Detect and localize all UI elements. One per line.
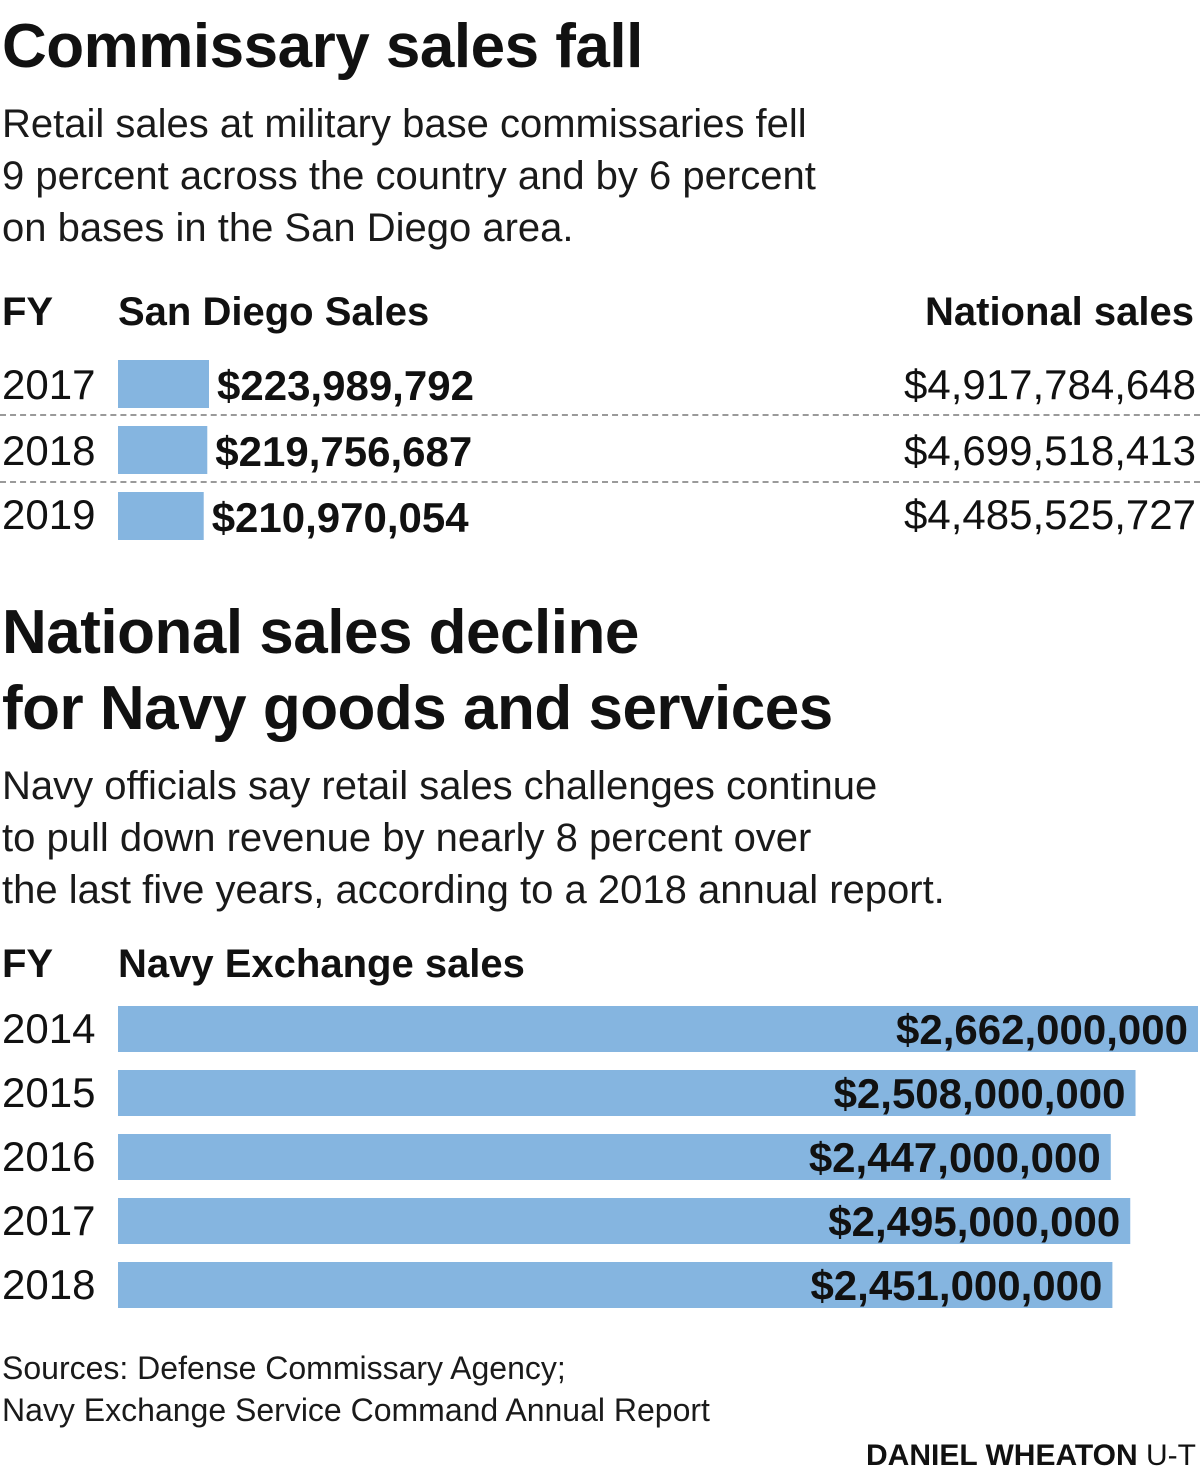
- navy-exchange-bar: [118, 1262, 1113, 1308]
- chart-1-year-label: 2017: [2, 361, 96, 408]
- chart-2-title-line-1: National sales decline: [2, 598, 639, 667]
- chart-1-fy-header: FY: [2, 290, 54, 334]
- chart-2-dek-line-3: the last five years, according to a 2018…: [2, 868, 945, 912]
- san-diego-bar: [118, 426, 208, 474]
- byline-org: U-T: [1146, 1439, 1196, 1472]
- chart-1-dek-line-2: 9 percent across the country and by 6 pe…: [2, 154, 816, 198]
- san-diego-sales-bars: $223,989,792 $219,756,687 $210,970,054: [118, 360, 474, 541]
- sources-line-2: Navy Exchange Service Command Annual Rep…: [2, 1392, 710, 1428]
- navy-exchange-bar: [118, 1198, 1131, 1244]
- chart-1-year-label: 2019: [2, 491, 96, 538]
- chart-2-dek-line-1: Navy officials say retail sales challeng…: [2, 764, 878, 808]
- navy-exchange-value-label: $2,451,000,000: [810, 1262, 1102, 1309]
- chart-1-national-value: $4,485,525,727: [904, 491, 1196, 538]
- row-divider: [0, 414, 1200, 416]
- navy-exchange-sales-bars: $2,662,000,000 $2,508,000,000 $2,447,000,0…: [118, 1006, 1198, 1309]
- chart-2-year-label: 2014: [2, 1005, 96, 1052]
- row-divider: [0, 481, 1200, 483]
- san-diego-value-label: $219,756,687: [215, 428, 472, 475]
- chart-2-year-label: 2015: [2, 1069, 96, 1116]
- chart-1-year-label: 2018: [2, 427, 96, 474]
- navy-exchange-bar: [118, 1006, 1198, 1052]
- chart-1-dek-line-3: on bases in the San Diego area.: [2, 206, 574, 250]
- chart-2-sales-header: Navy Exchange sales: [118, 942, 525, 986]
- chart-1-national-value: $4,699,518,413: [904, 427, 1196, 474]
- chart-2-dek-line-2: to pull down revenue by nearly 8 percent…: [2, 816, 812, 860]
- navy-exchange-value-label: $2,495,000,000: [828, 1198, 1120, 1245]
- navy-exchange-bar: [118, 1070, 1136, 1116]
- san-diego-bar: [118, 492, 204, 540]
- chart-2-fy-header: FY: [2, 942, 54, 986]
- chart-2-year-label: 2018: [2, 1261, 96, 1308]
- chart-2-year-label: 2016: [2, 1133, 96, 1180]
- chart-1-national-header: National sales: [924, 290, 1194, 334]
- chart-1-san-diego-header: San Diego Sales: [118, 290, 430, 334]
- navy-exchange-value-label: $2,508,000,000: [834, 1070, 1126, 1117]
- navy-exchange-value-label: $2,447,000,000: [809, 1134, 1101, 1181]
- san-diego-bar: [118, 360, 209, 408]
- chart-1-dek-line-1: Retail sales at military base commissari…: [2, 102, 807, 146]
- navy-exchange-bar: [118, 1134, 1111, 1180]
- san-diego-value-label: $210,970,054: [212, 494, 470, 541]
- sources-line-1: Sources: Defense Commissary Agency;: [2, 1350, 566, 1386]
- navy-exchange-value-label: $2,662,000,000: [896, 1006, 1188, 1053]
- chart-1-title: Commissary sales fall: [2, 12, 643, 81]
- byline: DANIEL WHEATON U-T: [866, 1436, 1196, 1476]
- chart-2-year-label: 2017: [2, 1197, 96, 1244]
- byline-name: DANIEL WHEATON: [866, 1439, 1138, 1472]
- chart-1-national-value: $4,917,784,648: [904, 361, 1196, 408]
- chart-2-title-line-2: for Navy goods and services: [2, 674, 833, 743]
- san-diego-value-label: $223,989,792: [217, 362, 474, 409]
